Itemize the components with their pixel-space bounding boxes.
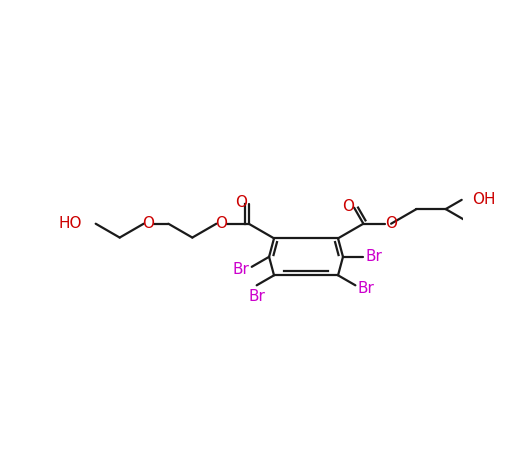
Text: OH: OH — [473, 192, 496, 207]
Text: O: O — [235, 195, 247, 210]
Text: O: O — [342, 199, 354, 214]
Text: Br: Br — [233, 263, 249, 277]
Text: Br: Br — [248, 289, 265, 303]
Text: HO: HO — [58, 216, 82, 231]
Text: Br: Br — [365, 249, 382, 264]
Text: O: O — [215, 216, 227, 231]
Text: Br: Br — [358, 281, 375, 296]
Text: O: O — [142, 216, 154, 231]
Text: O: O — [385, 216, 397, 231]
